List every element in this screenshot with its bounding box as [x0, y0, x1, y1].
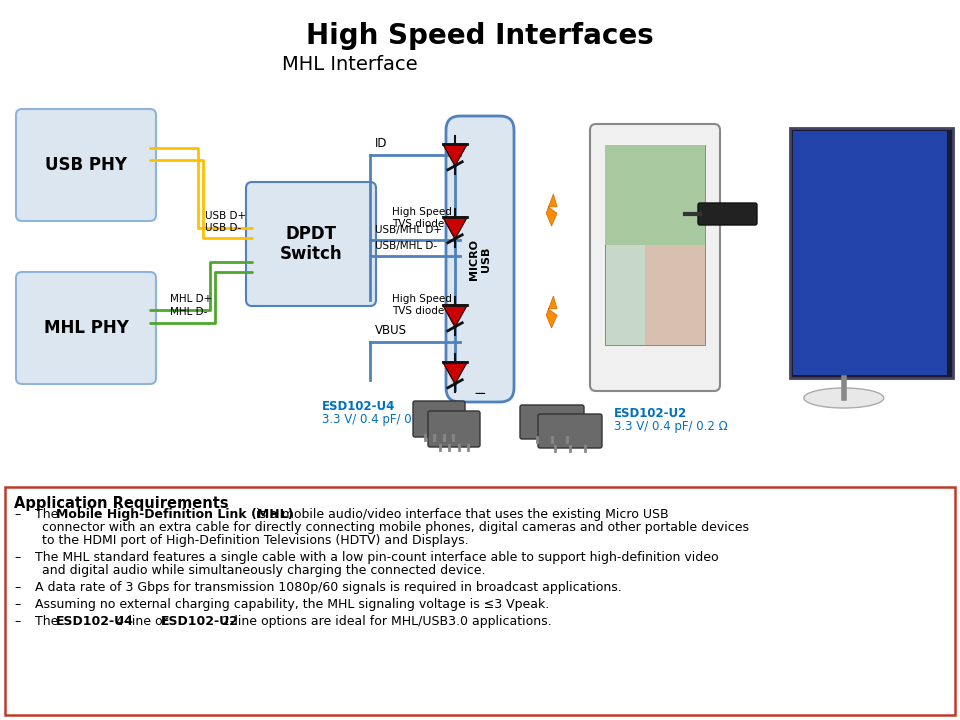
Text: 4-line or: 4-line or: [112, 615, 172, 628]
Text: High Speed
TVS diode: High Speed TVS diode: [392, 294, 452, 316]
Text: and digital audio while simultaneously charging the connected device.: and digital audio while simultaneously c…: [42, 564, 486, 577]
Text: connector with an extra cable for directly connecting mobile phones, digital cam: connector with an extra cable for direct…: [42, 521, 749, 534]
FancyBboxPatch shape: [5, 487, 955, 715]
Text: MHL D+: MHL D+: [170, 294, 212, 304]
Text: USB/MHL D+: USB/MHL D+: [375, 225, 442, 235]
FancyBboxPatch shape: [446, 116, 514, 402]
Text: ID: ID: [375, 137, 388, 150]
Text: The: The: [35, 508, 62, 521]
Polygon shape: [546, 194, 557, 226]
Text: The: The: [35, 615, 62, 628]
Text: USB PHY: USB PHY: [45, 156, 127, 174]
FancyBboxPatch shape: [428, 411, 480, 447]
Text: –: –: [14, 551, 20, 564]
FancyBboxPatch shape: [520, 405, 584, 439]
Text: USB/MHL D-: USB/MHL D-: [375, 241, 437, 251]
Text: MHL D-: MHL D-: [170, 307, 207, 317]
Text: –: –: [14, 598, 20, 611]
Text: to the HDMI port of High-Definition Televisions (HDTV) and Displays.: to the HDMI port of High-Definition Tele…: [42, 534, 468, 547]
Text: is a mobile audio/video interface that uses the existing Micro USB: is a mobile audio/video interface that u…: [252, 508, 668, 521]
Text: –: –: [14, 581, 20, 594]
Text: Application Requirements: Application Requirements: [14, 496, 228, 511]
Text: 3.3 V/ 0.4 pF/ 0.2 Ω: 3.3 V/ 0.4 pF/ 0.2 Ω: [614, 420, 728, 433]
Ellipse shape: [804, 388, 884, 408]
FancyBboxPatch shape: [605, 145, 705, 245]
Text: 2-line options are ideal for MHL/USB3.0 applications.: 2-line options are ideal for MHL/USB3.0 …: [218, 615, 552, 628]
Text: MHL Interface: MHL Interface: [282, 55, 418, 74]
Text: ESD102-U4: ESD102-U4: [56, 615, 133, 628]
FancyBboxPatch shape: [246, 182, 376, 306]
Text: Mobile High-Definition Link (MHL): Mobile High-Definition Link (MHL): [56, 508, 294, 521]
FancyBboxPatch shape: [790, 128, 953, 378]
Text: MHL PHY: MHL PHY: [43, 319, 129, 337]
Polygon shape: [443, 217, 467, 239]
FancyBboxPatch shape: [605, 145, 705, 345]
Text: USB D-: USB D-: [205, 223, 241, 233]
Text: VBUS: VBUS: [375, 324, 407, 337]
Polygon shape: [546, 296, 557, 328]
Text: Assuming no external charging capability, the MHL signaling voltage is ≤3 Vpeak.: Assuming no external charging capability…: [35, 598, 549, 611]
Polygon shape: [443, 144, 467, 166]
Text: DPDT
Switch: DPDT Switch: [279, 225, 343, 264]
FancyBboxPatch shape: [793, 131, 947, 375]
Polygon shape: [443, 305, 467, 327]
Text: High Speed Interfaces: High Speed Interfaces: [306, 22, 654, 50]
Text: The MHL standard features a single cable with a low pin-count interface able to : The MHL standard features a single cable…: [35, 551, 719, 564]
Text: 3.3 V/ 0.4 pF/ 0.2 Ω: 3.3 V/ 0.4 pF/ 0.2 Ω: [322, 413, 436, 426]
Text: ESD102-U4: ESD102-U4: [322, 400, 396, 413]
FancyBboxPatch shape: [16, 109, 156, 221]
Polygon shape: [443, 362, 467, 384]
FancyBboxPatch shape: [590, 124, 720, 391]
FancyBboxPatch shape: [16, 272, 156, 384]
FancyBboxPatch shape: [698, 203, 757, 225]
FancyBboxPatch shape: [645, 245, 705, 345]
Text: –: –: [14, 615, 20, 628]
Text: −: −: [473, 385, 487, 400]
Text: USB D+: USB D+: [205, 211, 246, 221]
FancyBboxPatch shape: [538, 414, 602, 448]
Text: MICRO
USB: MICRO USB: [469, 238, 491, 279]
Text: A data rate of 3 Gbps for transmission 1080p/60 signals is required in broadcast: A data rate of 3 Gbps for transmission 1…: [35, 581, 622, 594]
FancyBboxPatch shape: [413, 401, 465, 437]
Text: ESD102-U2: ESD102-U2: [161, 615, 239, 628]
Text: –: –: [14, 508, 20, 521]
Text: ESD102-U2: ESD102-U2: [614, 407, 687, 420]
Text: High Speed
TVS diode: High Speed TVS diode: [392, 207, 452, 229]
